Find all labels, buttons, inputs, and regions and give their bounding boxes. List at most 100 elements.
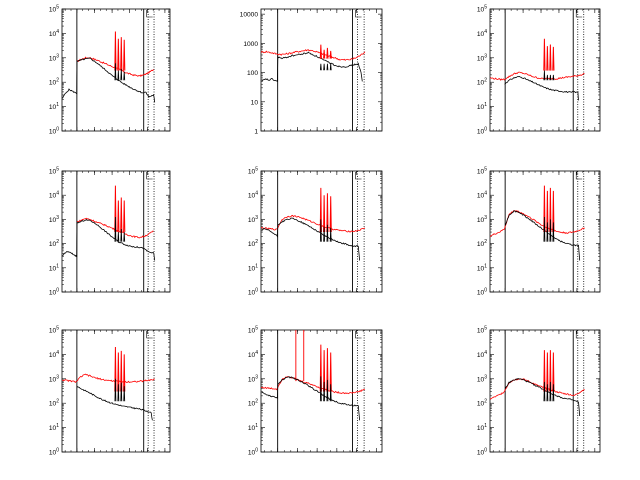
- series-lld-line: [261, 49, 366, 61]
- y-tick-label: 102: [49, 78, 59, 87]
- y-tick-label: 101: [477, 423, 487, 432]
- y-tick-label: 103: [49, 215, 59, 224]
- saa-bracket: [355, 331, 362, 339]
- lld-spike: [546, 352, 549, 392]
- lld-spike: [552, 352, 555, 392]
- events-spike: [326, 379, 329, 402]
- trace-group: [490, 38, 585, 101]
- lld-spike: [329, 352, 332, 392]
- y-tick-label: 103: [248, 374, 258, 383]
- series-events-line: [62, 218, 156, 261]
- lld-spike: [326, 47, 329, 59]
- y-tick-label: 102: [477, 78, 487, 87]
- y-tick-label: 100: [247, 70, 258, 77]
- y-tick-label: 105: [477, 326, 487, 335]
- events-spike: [552, 74, 555, 81]
- y-tick-label: 103: [477, 215, 487, 224]
- series-events-line: [504, 210, 581, 261]
- trace-group: [62, 31, 156, 103]
- events-spike: [549, 381, 552, 402]
- trace-group: [62, 185, 156, 261]
- panel-8: 100 101 102 103 104 105: [248, 326, 383, 457]
- y-tick-label: 103: [49, 374, 59, 383]
- plot-frame: [489, 329, 601, 453]
- events-spike: [319, 219, 322, 242]
- saa-bracket: [146, 331, 153, 339]
- events-spike: [326, 63, 329, 71]
- y-tick-label: 102: [477, 239, 487, 248]
- y-tick-label: 104: [49, 350, 59, 359]
- events-spike: [323, 381, 326, 402]
- lld-spike: [120, 37, 123, 71]
- lld-spike: [319, 187, 322, 233]
- trace-group: [261, 187, 366, 261]
- lld-spike: [120, 197, 123, 233]
- lld-spike: [323, 195, 326, 233]
- panel-3: 100 101 102 103 104 105: [477, 5, 601, 136]
- trace-group: [62, 347, 155, 421]
- y-tick-label: 103: [248, 215, 258, 224]
- lld-spike: [546, 190, 549, 233]
- events-spike: [319, 63, 322, 71]
- events-spike: [546, 384, 549, 402]
- events-spike: [329, 227, 332, 242]
- series-lld-line: [62, 373, 155, 384]
- y-tick-label: 1000: [243, 41, 258, 48]
- events-spike: [329, 384, 332, 402]
- series-lld-line: [490, 210, 585, 238]
- y-tick-label: 101: [477, 102, 487, 111]
- lld-spike: [549, 187, 552, 233]
- y-tick-label: 100: [477, 288, 487, 297]
- y-tick-label: 104: [477, 29, 487, 38]
- events-spike: [114, 378, 117, 402]
- y-tick-label: 102: [248, 239, 258, 248]
- lld-spike: [123, 39, 126, 71]
- lld-spike: [549, 44, 552, 71]
- saa-bracket: [575, 172, 583, 180]
- y-tick-label: 104: [477, 350, 487, 359]
- events-spike: [120, 68, 123, 81]
- y-tick-label: 105: [49, 167, 59, 176]
- lld-spike: [543, 350, 546, 392]
- events-spike: [123, 71, 126, 81]
- y-tick-label: 100: [49, 127, 59, 136]
- series-events-line: [62, 57, 156, 103]
- y-tick-label: 101: [248, 423, 258, 432]
- lld-spike: [326, 348, 329, 392]
- plot-frame: [489, 8, 601, 132]
- y-tick-label: 105: [49, 5, 59, 14]
- panel-6: 100 101 102 103 104 105: [477, 167, 601, 297]
- events-spike: [329, 63, 332, 71]
- plot-frame: [260, 170, 383, 293]
- panel-7: 100 101 102 103 104 105: [49, 326, 171, 457]
- series-events-line: [261, 376, 360, 421]
- y-tick-label: 102: [477, 399, 487, 408]
- lld-spike: [552, 46, 555, 71]
- saa-bracket: [146, 10, 153, 18]
- events-spike: [543, 70, 546, 81]
- y-tick-label: 103: [477, 53, 487, 62]
- panel-2: 1 10 100 1000 10000: [240, 8, 383, 136]
- y-tick-label: 104: [248, 191, 258, 200]
- y-tick-label: 101: [49, 102, 59, 111]
- saa-bracket: [355, 10, 362, 18]
- series-lld-line: [490, 378, 585, 400]
- y-tick-label: 10: [251, 99, 259, 106]
- trace-group: [261, 330, 366, 421]
- y-tick-label: 10000: [240, 12, 259, 19]
- series-events-line: [76, 385, 153, 421]
- lld-spike: [117, 38, 120, 71]
- saa-bracket: [575, 10, 583, 18]
- lld-spike: [114, 347, 117, 392]
- events-spike: [543, 217, 546, 242]
- lld-spike: [123, 200, 126, 233]
- events-spike: [114, 63, 117, 81]
- lld-spike: [546, 46, 549, 71]
- events-spike: [552, 384, 555, 402]
- lld-spike: [319, 44, 322, 59]
- y-tick-label: 100: [49, 288, 59, 297]
- y-tick-label: 105: [477, 167, 487, 176]
- lld-spike: [117, 200, 120, 233]
- y-tick-label: 103: [477, 374, 487, 383]
